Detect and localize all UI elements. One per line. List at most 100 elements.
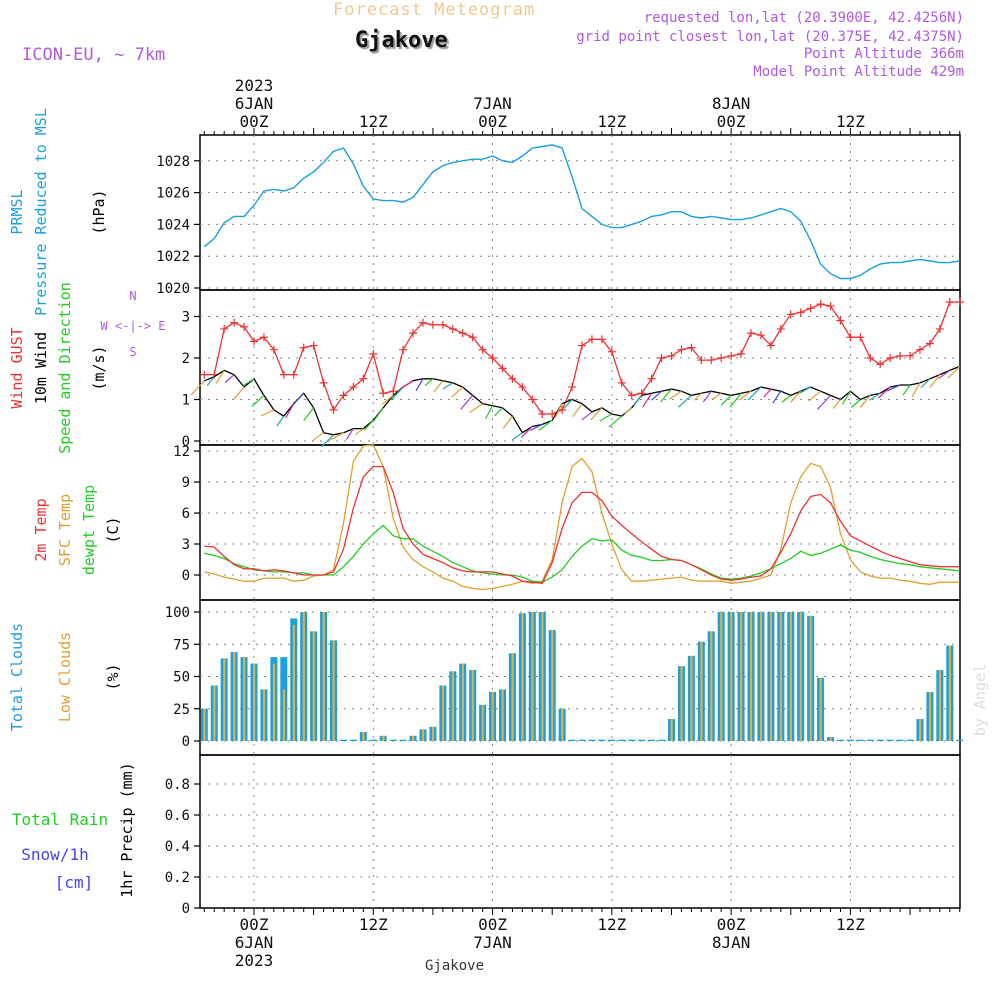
- low-cloud-bar: [312, 631, 315, 741]
- wind-arrow: [260, 409, 275, 417]
- low-cloud-bar: [451, 671, 454, 741]
- total-cloud-bar: [339, 739, 347, 741]
- gust-marker: [329, 405, 338, 414]
- x-axis-top-label: 00Z: [240, 112, 269, 131]
- wind-arrow: [799, 386, 811, 394]
- gust-marker: [826, 302, 835, 311]
- x-axis-bottom-label: 12Z: [597, 915, 626, 934]
- gust-marker: [587, 335, 596, 344]
- low-cloud-bar: [809, 615, 812, 741]
- gust-marker: [279, 370, 288, 379]
- low-cloud-bar: [720, 612, 723, 741]
- wind-arrow: [790, 390, 802, 403]
- gust-marker: [657, 354, 666, 362]
- total-cloud-bar: [886, 739, 894, 741]
- low-cloud-bar: [233, 651, 236, 741]
- wind-arrow: [469, 403, 483, 414]
- wind-arrow: [554, 403, 563, 418]
- gust-marker: [677, 345, 686, 354]
- wind-arrow: [460, 394, 474, 410]
- total-cloud-bar: [598, 739, 606, 741]
- x-axis-top-label: 00Z: [478, 112, 507, 131]
- panel-label: Pressure Reduced to MSL: [32, 108, 50, 316]
- wind-arrow: [947, 365, 961, 379]
- low-cloud-bar: [272, 663, 276, 741]
- gust-marker: [359, 374, 368, 383]
- y-axis-unit-label: 1hr Precip (mm): [118, 762, 136, 897]
- wind-arrow: [920, 378, 931, 389]
- gust-marker: [627, 391, 636, 400]
- gust-marker: [498, 364, 507, 373]
- y-tick-label: 6: [182, 506, 190, 522]
- low-cloud-bar: [700, 641, 703, 741]
- gust-marker: [836, 316, 845, 325]
- gust-marker: [896, 351, 905, 360]
- gust-marker: [259, 333, 268, 342]
- gust-marker: [309, 341, 318, 350]
- gust-marker: [508, 374, 517, 383]
- gust-marker: [906, 351, 915, 360]
- low-cloud-bar: [740, 612, 743, 741]
- total-cloud-bar: [846, 739, 854, 741]
- gust-marker: [816, 300, 825, 309]
- gust-marker: [945, 297, 954, 306]
- y-axis-unit-label: (hPa): [90, 189, 108, 234]
- x-axis-bottom-label: 6JAN: [235, 933, 274, 952]
- gust-marker: [478, 345, 487, 354]
- gust-marker: [915, 345, 924, 354]
- wind-arrow: [330, 432, 344, 441]
- low-cloud-bar: [690, 655, 693, 741]
- gust-marker: [687, 343, 696, 352]
- y-tick-label: 0: [182, 734, 190, 750]
- low-cloud-bar: [829, 737, 832, 741]
- gust-marker: [518, 383, 527, 392]
- gust-marker: [737, 349, 746, 358]
- gust-marker: [528, 395, 537, 404]
- x-axis-top-label: 12Z: [597, 112, 626, 131]
- wind-arrow: [390, 386, 404, 401]
- y-tick-label: 12: [173, 444, 190, 460]
- low-cloud-bar: [362, 731, 365, 741]
- gust-marker: [458, 329, 467, 338]
- panel-label: Speed and Direction: [56, 282, 74, 454]
- wind-arrow: [720, 394, 732, 406]
- gust-marker: [776, 324, 785, 333]
- gust-marker: [727, 351, 736, 360]
- wind-arrow: [303, 407, 315, 422]
- low-cloud-bar: [332, 640, 335, 741]
- low-cloud-bar: [412, 735, 415, 741]
- wind-arrow: [215, 370, 225, 384]
- gust-marker: [220, 324, 229, 333]
- wind10m-line: [204, 365, 960, 436]
- panel-label: Wind GUST: [8, 327, 26, 408]
- wind-arrow: [399, 380, 414, 390]
- wind-arrow: [608, 415, 623, 428]
- wind-arrow: [642, 392, 653, 408]
- wind-arrow: [294, 392, 305, 403]
- x-axis-top-label: 12Z: [359, 112, 388, 131]
- low-cloud-bar: [253, 663, 256, 741]
- wind-arrow: [512, 432, 523, 441]
- low-cloud-bar: [680, 666, 683, 741]
- gust-marker: [339, 391, 348, 400]
- wind-arrow: [877, 386, 891, 399]
- low-cloud-bar: [461, 663, 464, 741]
- wind-arrow: [738, 390, 752, 401]
- panel-frame: [199, 134, 961, 291]
- wind-arrow: [442, 382, 454, 390]
- x-axis-top-label: 8JAN: [712, 94, 751, 113]
- wind-arrow: [938, 369, 951, 379]
- total-cloud-bar: [906, 739, 914, 741]
- gust-marker: [568, 383, 577, 392]
- low-cloud-bar: [670, 719, 673, 741]
- gust-marker: [707, 356, 716, 365]
- gust-marker: [299, 343, 308, 352]
- model-label: ICON-EU, ~ 7km: [22, 45, 166, 65]
- total-cloud-bar: [349, 739, 357, 741]
- wind-arrow: [702, 390, 712, 403]
- wind-arrow: [850, 399, 861, 408]
- wind-arrow: [763, 388, 772, 398]
- total-rain-label: Total Rain: [12, 810, 108, 829]
- gust-marker: [289, 370, 298, 379]
